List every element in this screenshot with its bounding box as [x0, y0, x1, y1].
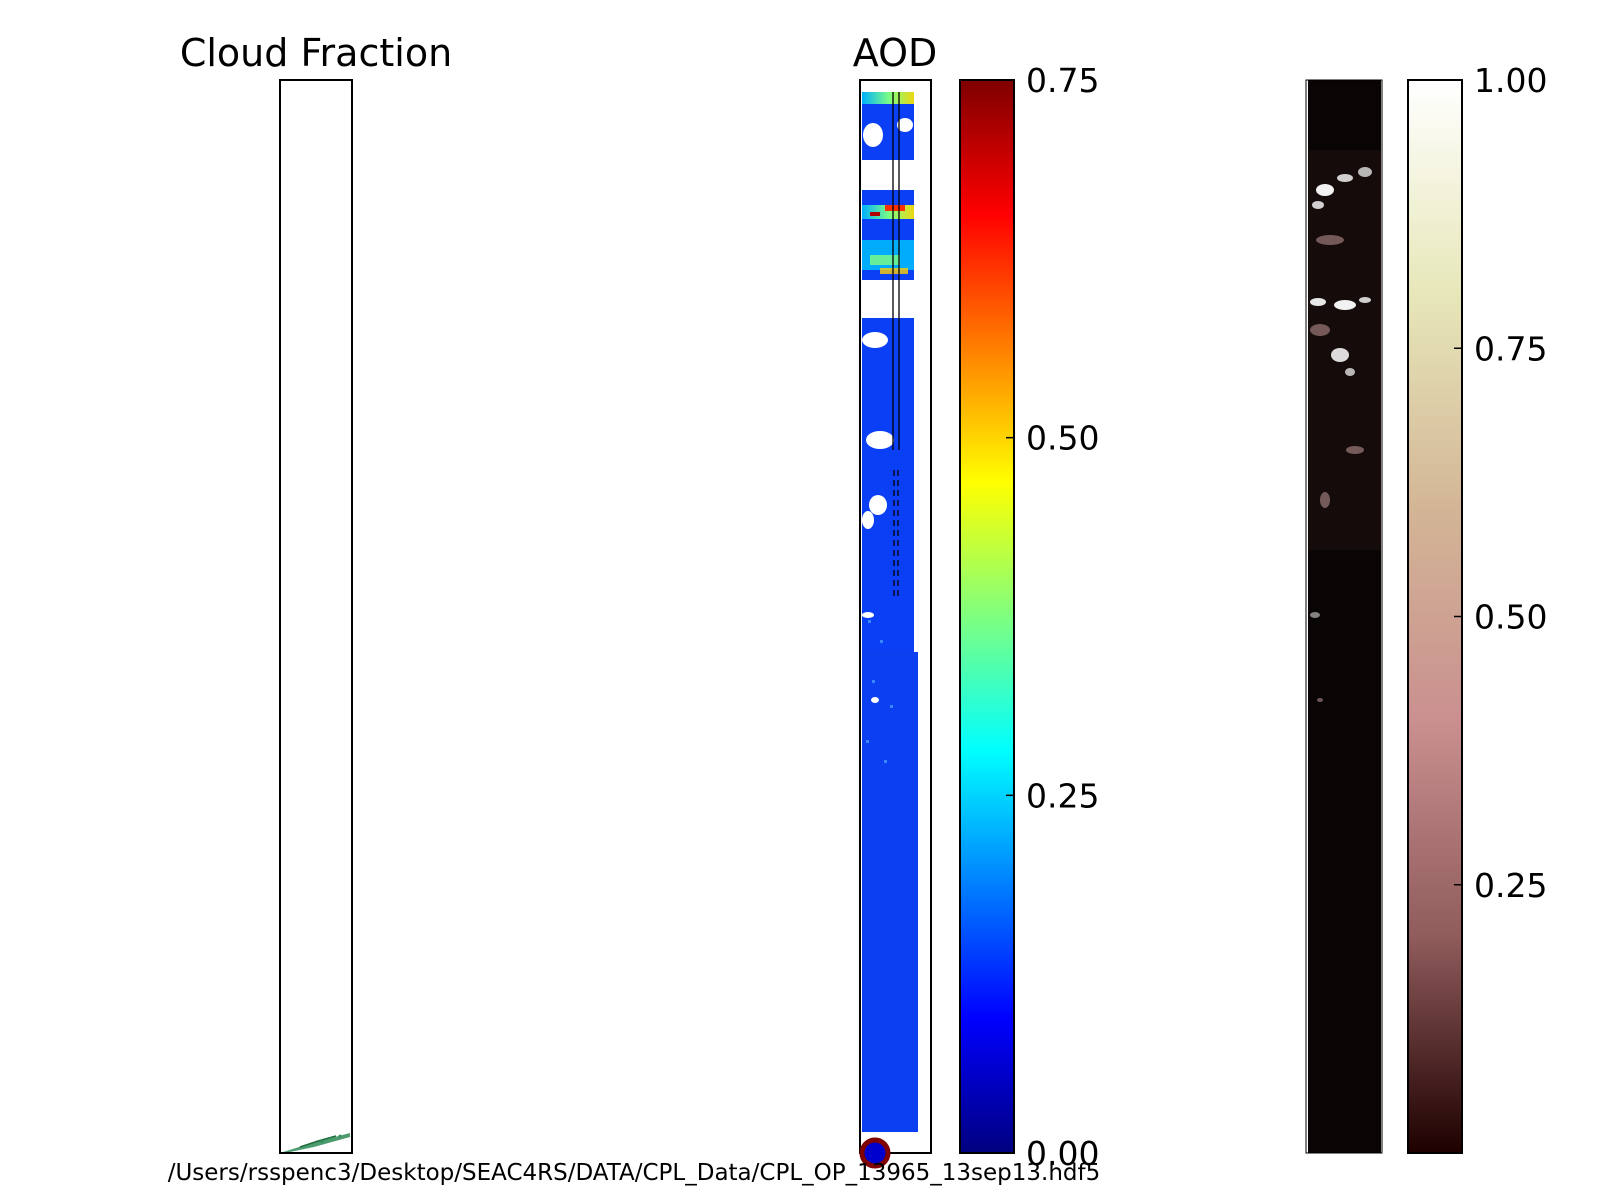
aod-colorbar-ticks: 0.00 0.25 0.50 0.75	[1006, 61, 1099, 1173]
aod-colorbar-tick-label: 0.00	[1026, 1134, 1099, 1173]
cloud-image-colorbar: 0.25 0.50 0.75 1.00	[1407, 61, 1547, 1154]
cloud-image-panel	[1305, 79, 1383, 1154]
aod-high-patch	[862, 92, 918, 104]
cloud-image-colorbar-tick-label: 0.50	[1474, 598, 1547, 637]
footer-file-path: /Users/rsspenc3/Desktop/SEAC4RS/DATA/CPL…	[168, 1160, 1101, 1186]
aod-colorbar-tick-label: 0.50	[1026, 419, 1099, 458]
cloud-image-colorbar-tick-label: 0.25	[1474, 866, 1547, 905]
cloud-image-colorbar-bar	[1407, 79, 1463, 1154]
aod-axes	[859, 79, 932, 1154]
cloud-image-swath	[1308, 80, 1381, 1153]
cloud-image-colorbar-tick-label: 1.00	[1474, 61, 1547, 100]
aod-colorbar-tick-label: 0.75	[1026, 61, 1099, 100]
cloud-fraction-title: Cloud Fraction	[180, 31, 452, 75]
cloud-image-colorbar-tick-label: 0.75	[1474, 329, 1547, 368]
cloud-fraction-panel: Cloud Fraction	[180, 31, 452, 1154]
cloud-image-bright-features	[1310, 167, 1372, 618]
aod-colorbar: 0.00 0.25 0.50 0.75	[959, 61, 1099, 1173]
cloud-fraction-streak	[283, 1133, 350, 1152]
aod-corner-marker	[859, 1137, 891, 1169]
aod-cloud-gaps	[862, 92, 918, 703]
aod-panel: AOD	[853, 31, 938, 1169]
aod-colorbar-tick-label: 0.25	[1026, 776, 1099, 815]
aod-colorbar-bar	[959, 79, 1015, 1154]
cloud-image-colorbar-ticks: 0.25 0.50 0.75 1.00	[1454, 61, 1547, 905]
aod-title: AOD	[853, 31, 938, 75]
cloud-fraction-axes	[279, 79, 353, 1154]
aod-swath	[862, 92, 918, 1132]
aod-flight-track	[892, 92, 900, 600]
